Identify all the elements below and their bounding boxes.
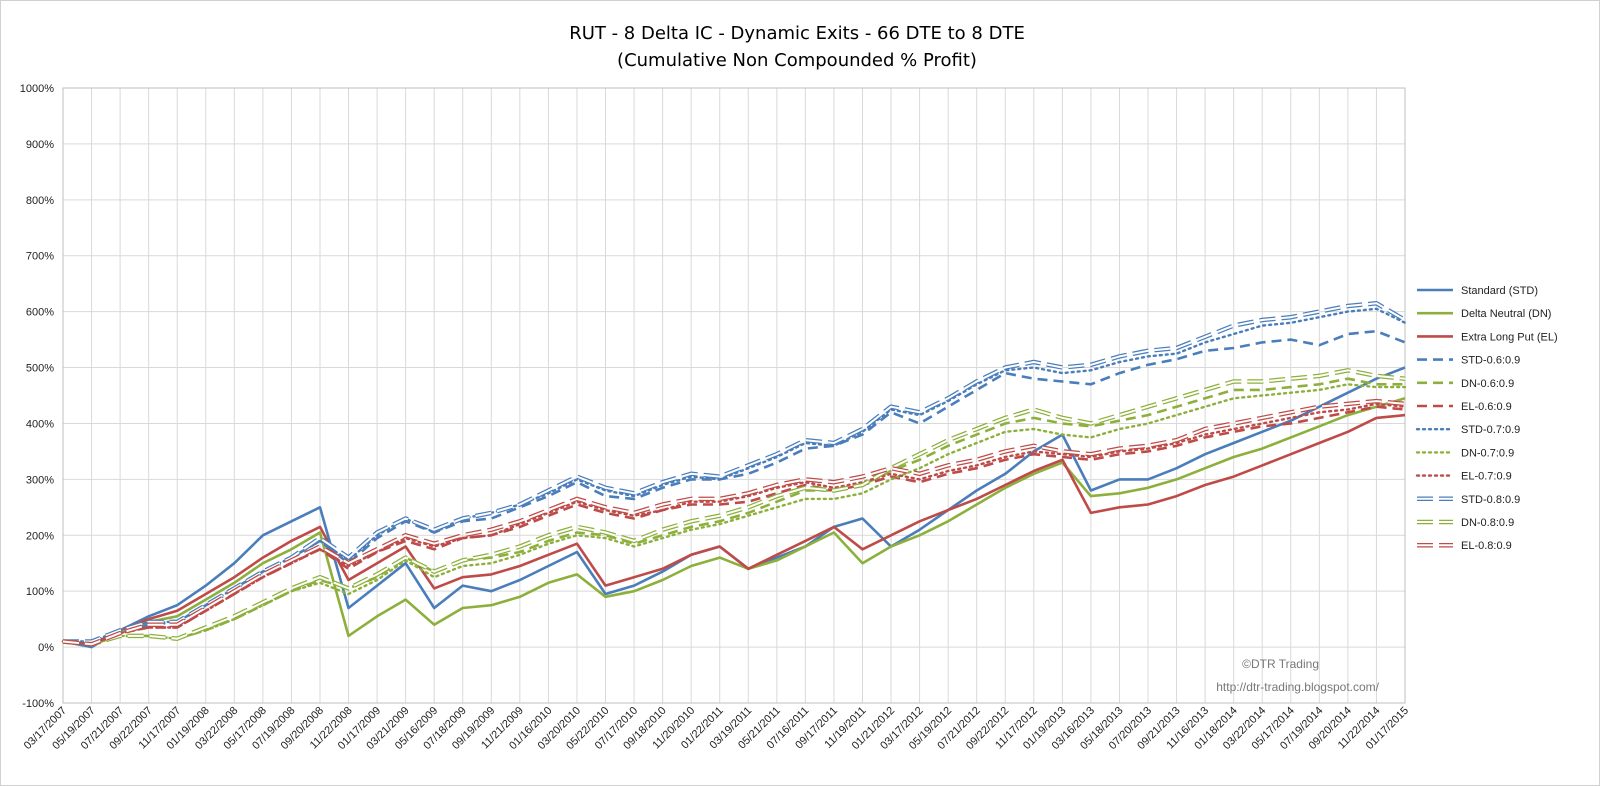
series-delta-neutral-dn xyxy=(62,397,1406,646)
legend-entry: Extra Long Put (EL) xyxy=(1417,331,1558,343)
series-line xyxy=(62,397,1406,646)
series-std-0-8-0-9 xyxy=(63,301,1407,644)
legend-entry: Standard (STD) xyxy=(1417,285,1538,297)
series-dn-0-6-0-9 xyxy=(62,377,1405,646)
y-tick-label: 1000% xyxy=(20,83,54,95)
legend-label: EL-0.7:0.9 xyxy=(1461,471,1512,483)
series-extra-long-put-el xyxy=(62,413,1406,646)
legend-entry: EL-0.7:0.9 xyxy=(1415,471,1512,483)
gridlines xyxy=(62,87,1406,704)
y-tick-label: 600% xyxy=(26,307,54,319)
y-tick-label: -100% xyxy=(22,698,54,710)
y-tick-label: 900% xyxy=(26,139,54,151)
chart-title: RUT - 8 Delta IC - Dynamic Exits - 66 DT… xyxy=(569,23,1025,44)
series-el-0-8-0-9 xyxy=(62,398,1406,647)
legend-label: DN-0.7:0.9 xyxy=(1461,447,1514,459)
legend-label: DN-0.8:0.9 xyxy=(1461,517,1514,529)
legend-label: DN-0.6:0.9 xyxy=(1461,378,1514,390)
series-line xyxy=(61,383,1407,646)
y-tick-label: 0% xyxy=(38,642,54,654)
series-line-inner xyxy=(62,400,1406,646)
series-el-0-7-0-9 xyxy=(61,402,1407,646)
series-line xyxy=(62,413,1406,646)
y-tick-label: 800% xyxy=(26,195,54,207)
legend-entry: STD-0.8:0.9 xyxy=(1417,494,1520,506)
y-tick-label: 500% xyxy=(26,363,54,375)
legend-entry: EL-0.6:0.9 xyxy=(1417,401,1512,413)
legend-label: Standard (STD) xyxy=(1461,285,1538,297)
legend-label: Extra Long Put (EL) xyxy=(1461,331,1558,343)
legend-label: STD-0.8:0.9 xyxy=(1461,494,1520,506)
chart-subtitle: (Cumulative Non Compounded % Profit) xyxy=(617,50,977,71)
y-tick-label: 400% xyxy=(26,418,54,430)
watermark-copyright: ©DTR Trading xyxy=(1242,657,1319,671)
watermark-url: http://dtr-trading.blogspot.com/ xyxy=(1216,680,1379,694)
legend-label: Delta Neutral (DN) xyxy=(1461,308,1551,320)
y-tick-label: 700% xyxy=(26,251,54,263)
series-line xyxy=(62,377,1405,646)
legend-entry: Delta Neutral (DN) xyxy=(1417,308,1551,320)
y-tick-label: 200% xyxy=(26,530,54,542)
legend-entry: DN-0.6:0.9 xyxy=(1417,378,1514,390)
y-tick-label: 100% xyxy=(26,586,54,598)
y-tick-label: 300% xyxy=(26,474,54,486)
legend-label: STD-0.6:0.9 xyxy=(1461,355,1520,367)
plot-area xyxy=(62,87,1406,704)
series-line-inner xyxy=(62,369,1406,646)
series-dn-0-8-0-9 xyxy=(62,368,1406,647)
legend-entry: EL-0.8:0.9 xyxy=(1417,540,1512,552)
legend-label: EL-0.6:0.9 xyxy=(1461,401,1512,413)
legend-entry: DN-0.8:0.9 xyxy=(1417,517,1514,529)
series-dn-0-7-0-9 xyxy=(61,383,1407,646)
legend-entry: DN-0.7:0.9 xyxy=(1415,447,1514,459)
legend-entry: STD-0.6:0.9 xyxy=(1417,355,1520,367)
series-lines xyxy=(61,301,1407,649)
legend-label: STD-0.7:0.9 xyxy=(1461,424,1520,436)
legend-entry: STD-0.7:0.9 xyxy=(1415,424,1520,436)
y-axis-ticks: -100% 0% 100% 200% 300% 400% 500% 600% 700% 800% 9… xyxy=(20,83,54,710)
series-line xyxy=(61,402,1407,646)
legend-label: EL-0.8:0.9 xyxy=(1461,540,1512,552)
series-line-inner xyxy=(63,302,1406,643)
legend: Standard (STD) Delta Neutral (DN) Extra Lo… xyxy=(1415,285,1558,552)
